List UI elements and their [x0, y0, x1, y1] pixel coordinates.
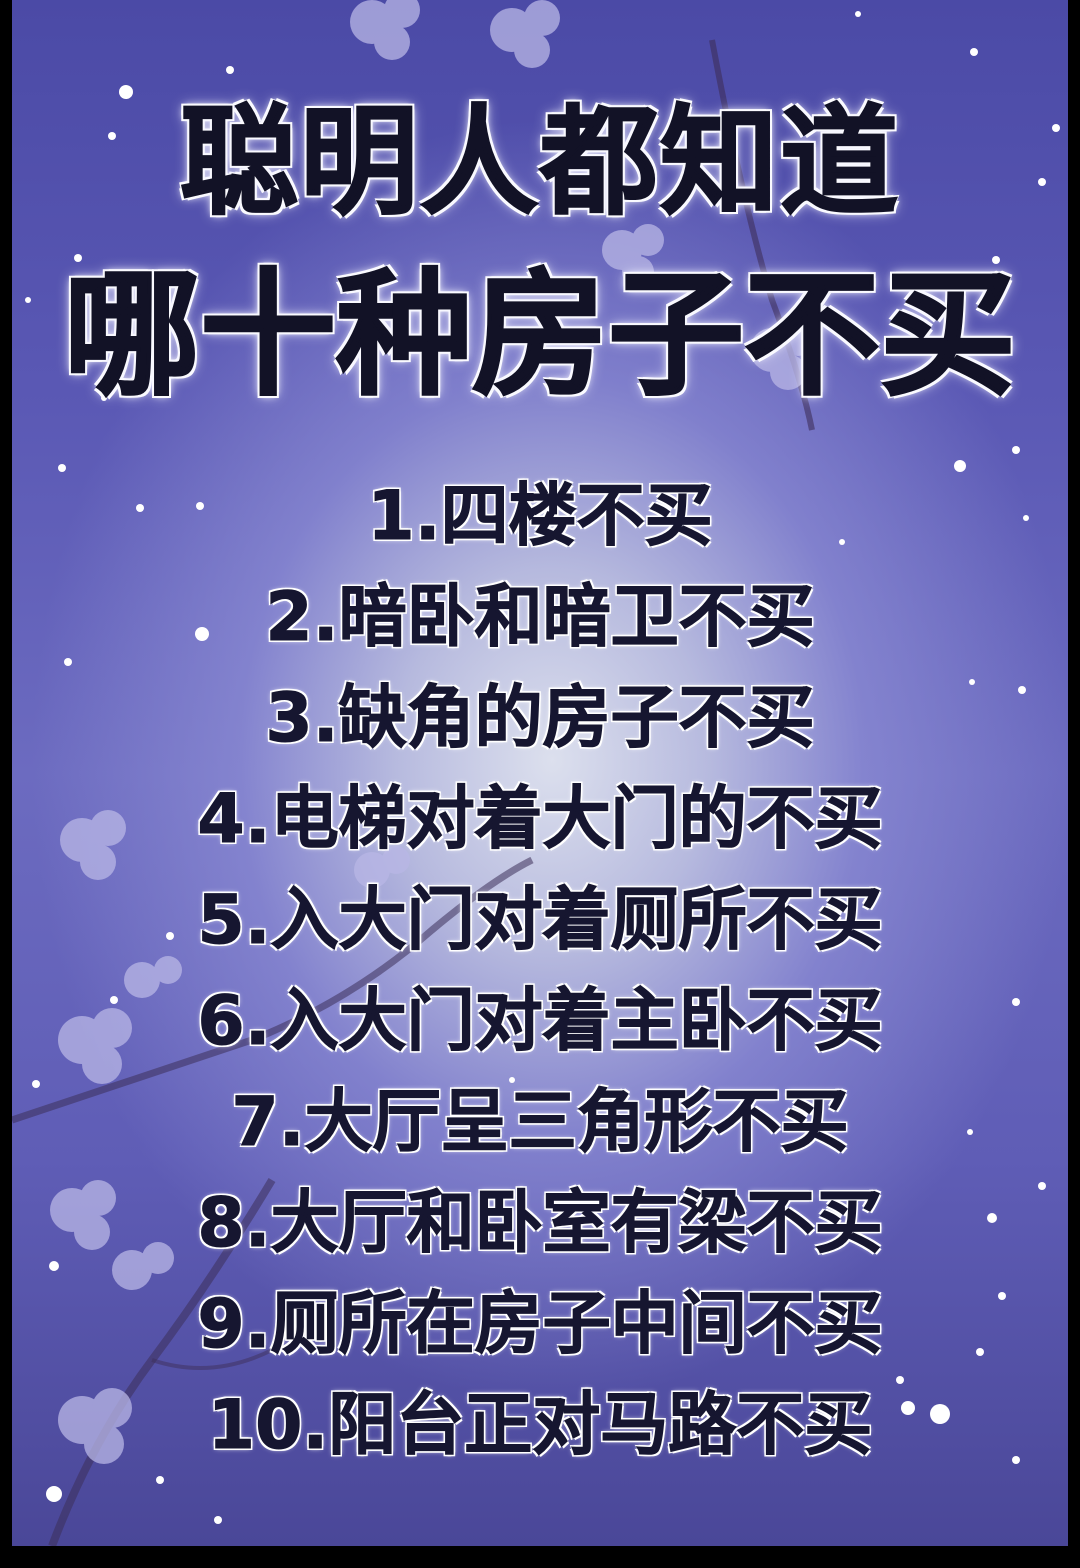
left-border: [0, 0, 12, 1568]
rules-list: 1.四楼不买 2.暗卧和暗卫不买 3.缺角的房子不买 4.电梯对着大门的不买 5…: [12, 466, 1068, 1476]
title-line-1: 聪明人都知道: [179, 92, 900, 232]
right-border: [1068, 0, 1080, 1568]
list-item: 5.入大门对着厕所不买: [197, 881, 883, 961]
list-item: 7.大厅呈三角形不买: [231, 1083, 849, 1163]
list-item: 6.入大门对着主卧不买: [197, 982, 883, 1062]
list-item: 3.缺角的房子不买: [265, 679, 815, 759]
blossom-decoration: [12, 0, 1060, 1546]
poster: 聪明人都知道 哪十种房子不买 1.四楼不买 2.暗卧和暗卫不买 3.缺角的房子不…: [12, 0, 1068, 1546]
list-item: 1.四楼不买: [367, 477, 713, 557]
list-item: 2.暗卧和暗卫不买: [265, 578, 815, 658]
list-item: 10.阳台正对马路不买: [207, 1386, 873, 1466]
list-item: 9.厕所在房子中间不买: [197, 1285, 883, 1365]
title-line-2: 哪十种房子不买: [63, 256, 1017, 416]
list-item: 4.电梯对着大门的不买: [197, 780, 883, 860]
bottom-border: [0, 1546, 1080, 1568]
list-item: 8.大厅和卧室有梁不买: [197, 1184, 883, 1264]
